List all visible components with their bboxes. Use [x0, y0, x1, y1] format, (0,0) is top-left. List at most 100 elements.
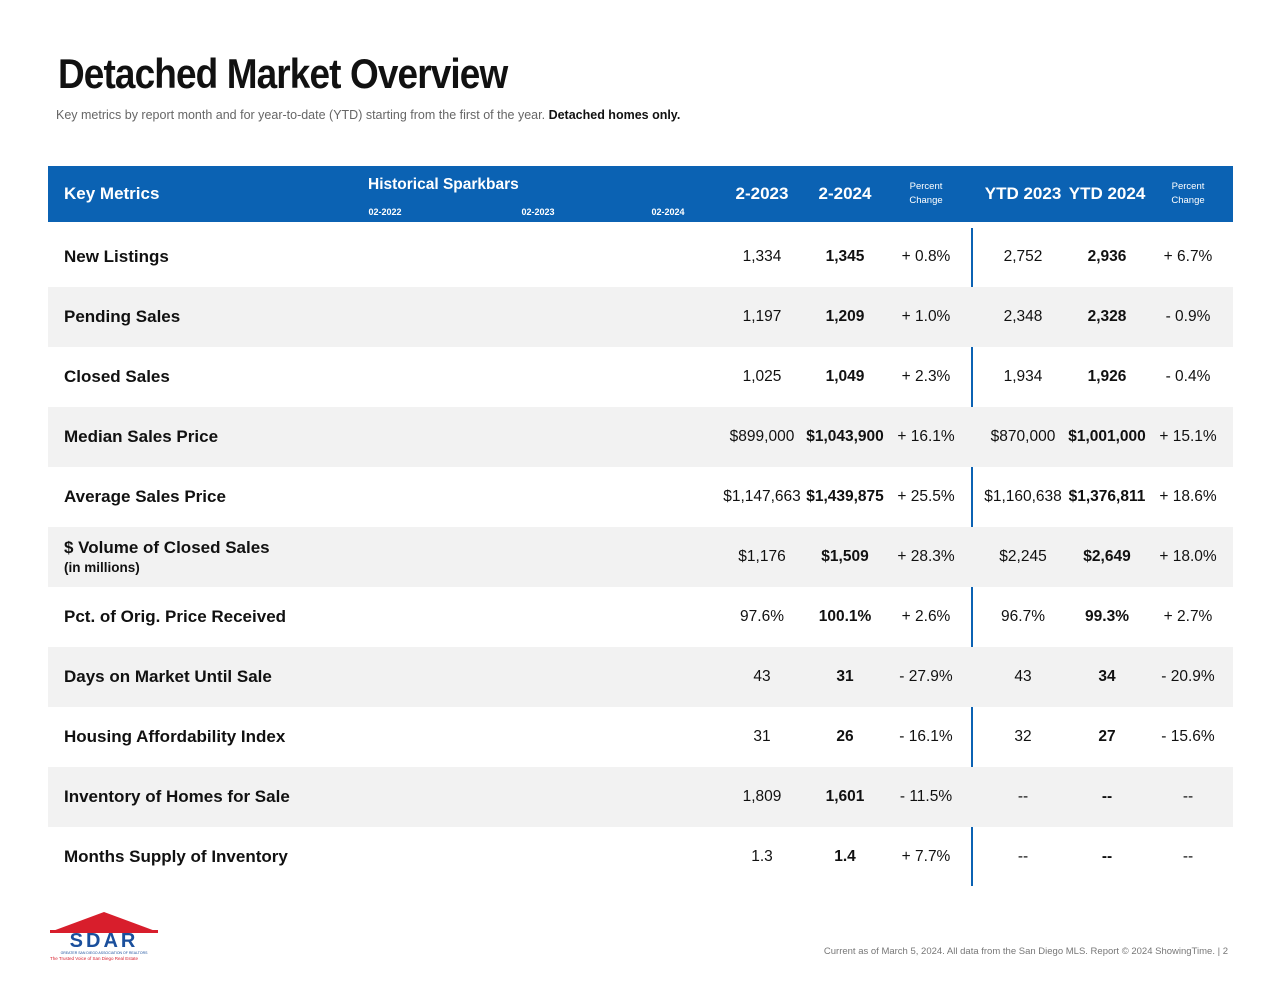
cell: + 16.1%	[897, 428, 955, 445]
row-background	[48, 527, 1233, 587]
cell: 1.3	[751, 848, 773, 865]
cell: - 27.9%	[899, 668, 953, 685]
cell: 96.7%	[1001, 608, 1045, 625]
logo-org: GREATER SAN DIEGO ASSOCIATION OF REALTOR…	[61, 951, 149, 955]
cell: + 28.3%	[897, 548, 955, 565]
table-header	[48, 166, 1233, 222]
logo-tagline: The Trusted Voice of San Diego Real Esta…	[50, 956, 139, 961]
row-label: Months Supply of Inventory	[64, 847, 288, 866]
cell: $1,439,875	[806, 488, 884, 505]
row-label: Pending Sales	[64, 307, 181, 326]
cell: $1,376,811	[1068, 488, 1146, 505]
row-label: Pct. of Orig. Price Received	[64, 607, 287, 626]
cell: $1,160,638	[984, 488, 1062, 505]
row-label: Average Sales Price	[64, 487, 226, 506]
cell: 97.6%	[740, 608, 784, 625]
row-label: Median Sales Price	[64, 427, 219, 446]
cell: $1,001,000	[1068, 428, 1146, 445]
header-cell: 2-2024	[818, 184, 872, 203]
cell: 27	[1098, 728, 1116, 745]
cell: 1,601	[825, 788, 865, 805]
subtitle: Key metrics by report month and for year…	[56, 108, 680, 122]
cell: + 2.6%	[901, 608, 951, 625]
cell: + 18.6%	[1159, 488, 1217, 505]
row-background	[48, 407, 1233, 467]
header-cell: 2-2023	[735, 184, 789, 203]
cell: 2,936	[1087, 248, 1127, 265]
cell: 99.3%	[1085, 608, 1129, 625]
cell: + 18.0%	[1159, 548, 1217, 565]
logo: SDAR GREATER SAN DIEGO ASSOCIATION OF RE…	[50, 912, 158, 961]
row-label: Closed Sales	[64, 367, 170, 386]
logo-name: SDAR	[70, 930, 139, 952]
sparkbar: 2-20226-202210-20222-20236-202310-20232-…	[0, 707, 340, 767]
subtitle-text: Key metrics by report month and for year…	[56, 108, 546, 122]
cell: - 20.9%	[1161, 668, 1215, 685]
header-cell: Percent Change	[909, 181, 943, 206]
cell: $870,000	[990, 428, 1056, 445]
cell: 100.1%	[818, 608, 872, 625]
cell: - 0.9%	[1165, 308, 1211, 325]
cell: 1,809	[742, 788, 782, 805]
row-label: Housing Affordability Index	[64, 727, 286, 746]
row-background	[48, 767, 1233, 827]
cell: 43	[753, 668, 771, 685]
cell: $899,000	[729, 428, 795, 445]
cell: $1,043,900	[806, 428, 884, 445]
sparkbar-marker: 02-2023	[521, 207, 555, 217]
sparkbar-marker: 02-2022	[368, 207, 402, 217]
cell: + 7.7%	[901, 848, 951, 865]
sparkbar-marker: 02-2024	[651, 207, 685, 217]
header-cell: YTD 2024	[1068, 184, 1146, 203]
logo-bar	[50, 930, 158, 933]
cell: --	[1182, 788, 1194, 805]
cell: --	[1101, 848, 1113, 865]
cell: $1,176	[738, 548, 786, 565]
cell: 32	[1014, 728, 1032, 745]
cell: 31	[836, 668, 854, 685]
row-label: $ Volume of Closed Sales	[64, 538, 270, 557]
cell: + 0.8%	[901, 248, 951, 265]
row-label: Days on Market Until Sale	[64, 667, 272, 686]
sparkbar: 2-20226-202210-20222-20236-202310-20232-…	[0, 827, 340, 887]
row-background	[48, 287, 1233, 347]
row-label: Inventory of Homes for Sale	[64, 787, 290, 806]
cell: --	[1101, 788, 1113, 805]
cell: + 2.3%	[901, 368, 951, 385]
cell: 1,025	[742, 368, 782, 385]
cell: 1,049	[825, 368, 865, 385]
cell: 1,345	[825, 248, 865, 265]
cell: + 15.1%	[1159, 428, 1217, 445]
cell: - 0.4%	[1165, 368, 1211, 385]
cell: 31	[753, 728, 771, 745]
cell: + 25.5%	[897, 488, 955, 505]
cell: $2,245	[999, 548, 1047, 565]
logo-roof	[50, 912, 158, 932]
header-cell: Historical Sparkbars	[368, 176, 519, 193]
cell: 2,752	[1003, 248, 1043, 265]
cell: - 15.6%	[1161, 728, 1215, 745]
cell: $1,509	[821, 548, 869, 565]
cell: --	[1017, 788, 1029, 805]
cell: 1.4	[834, 848, 856, 865]
cell: $2,649	[1083, 548, 1131, 565]
cell: + 2.7%	[1163, 608, 1213, 625]
cell: + 1.0%	[901, 308, 951, 325]
cell: 34	[1098, 668, 1116, 685]
cell: - 11.5%	[899, 788, 953, 805]
cell: + 6.7%	[1163, 248, 1213, 265]
footer: Current as of March 5, 2024. All data fr…	[823, 946, 1228, 957]
row-label: New Listings	[64, 247, 169, 266]
subtitle-bold: Detached homes only.	[548, 108, 681, 122]
cell: 2,348	[1003, 308, 1043, 325]
cell: 2,328	[1087, 308, 1127, 325]
